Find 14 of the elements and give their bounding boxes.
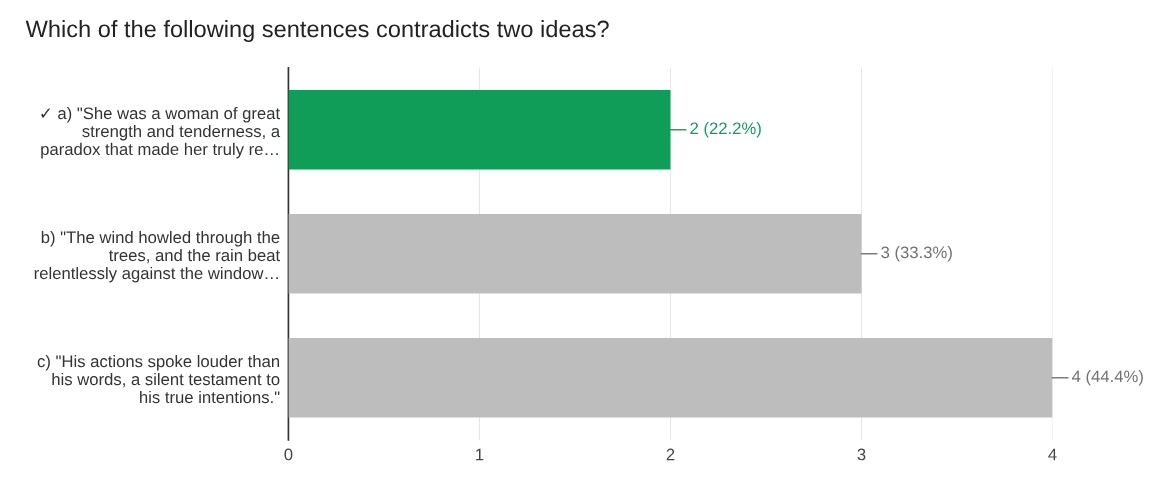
data-label: 2 (22.2%) <box>690 121 761 138</box>
x-tick-label: 0 <box>284 448 293 461</box>
y-tick-label: ✓ a) "She was a woman of great strength and tenderness, a paradox that made her truly re… <box>41 106 281 159</box>
bar <box>288 338 1053 418</box>
x-tick-label: 2 <box>666 448 675 461</box>
x-tick-label: 4 <box>1048 448 1057 461</box>
data-label: 4 (44.4%) <box>1072 370 1143 386</box>
x-tick-label: 1 <box>476 448 484 461</box>
chart-title: Which of the following sentences contradicts two ideas? <box>25 20 609 43</box>
x-tick-label: 3 <box>857 448 866 461</box>
y-tick-label: c) "His actions spoke louder than his words, a silent testament to his true intentions." <box>37 355 280 404</box>
bar <box>288 214 862 294</box>
y-tick-label: b) "The wind howled through the trees, and the rain beat relentlessly against the window… <box>34 230 280 283</box>
data-label: 3 (33.3%) <box>881 246 952 262</box>
